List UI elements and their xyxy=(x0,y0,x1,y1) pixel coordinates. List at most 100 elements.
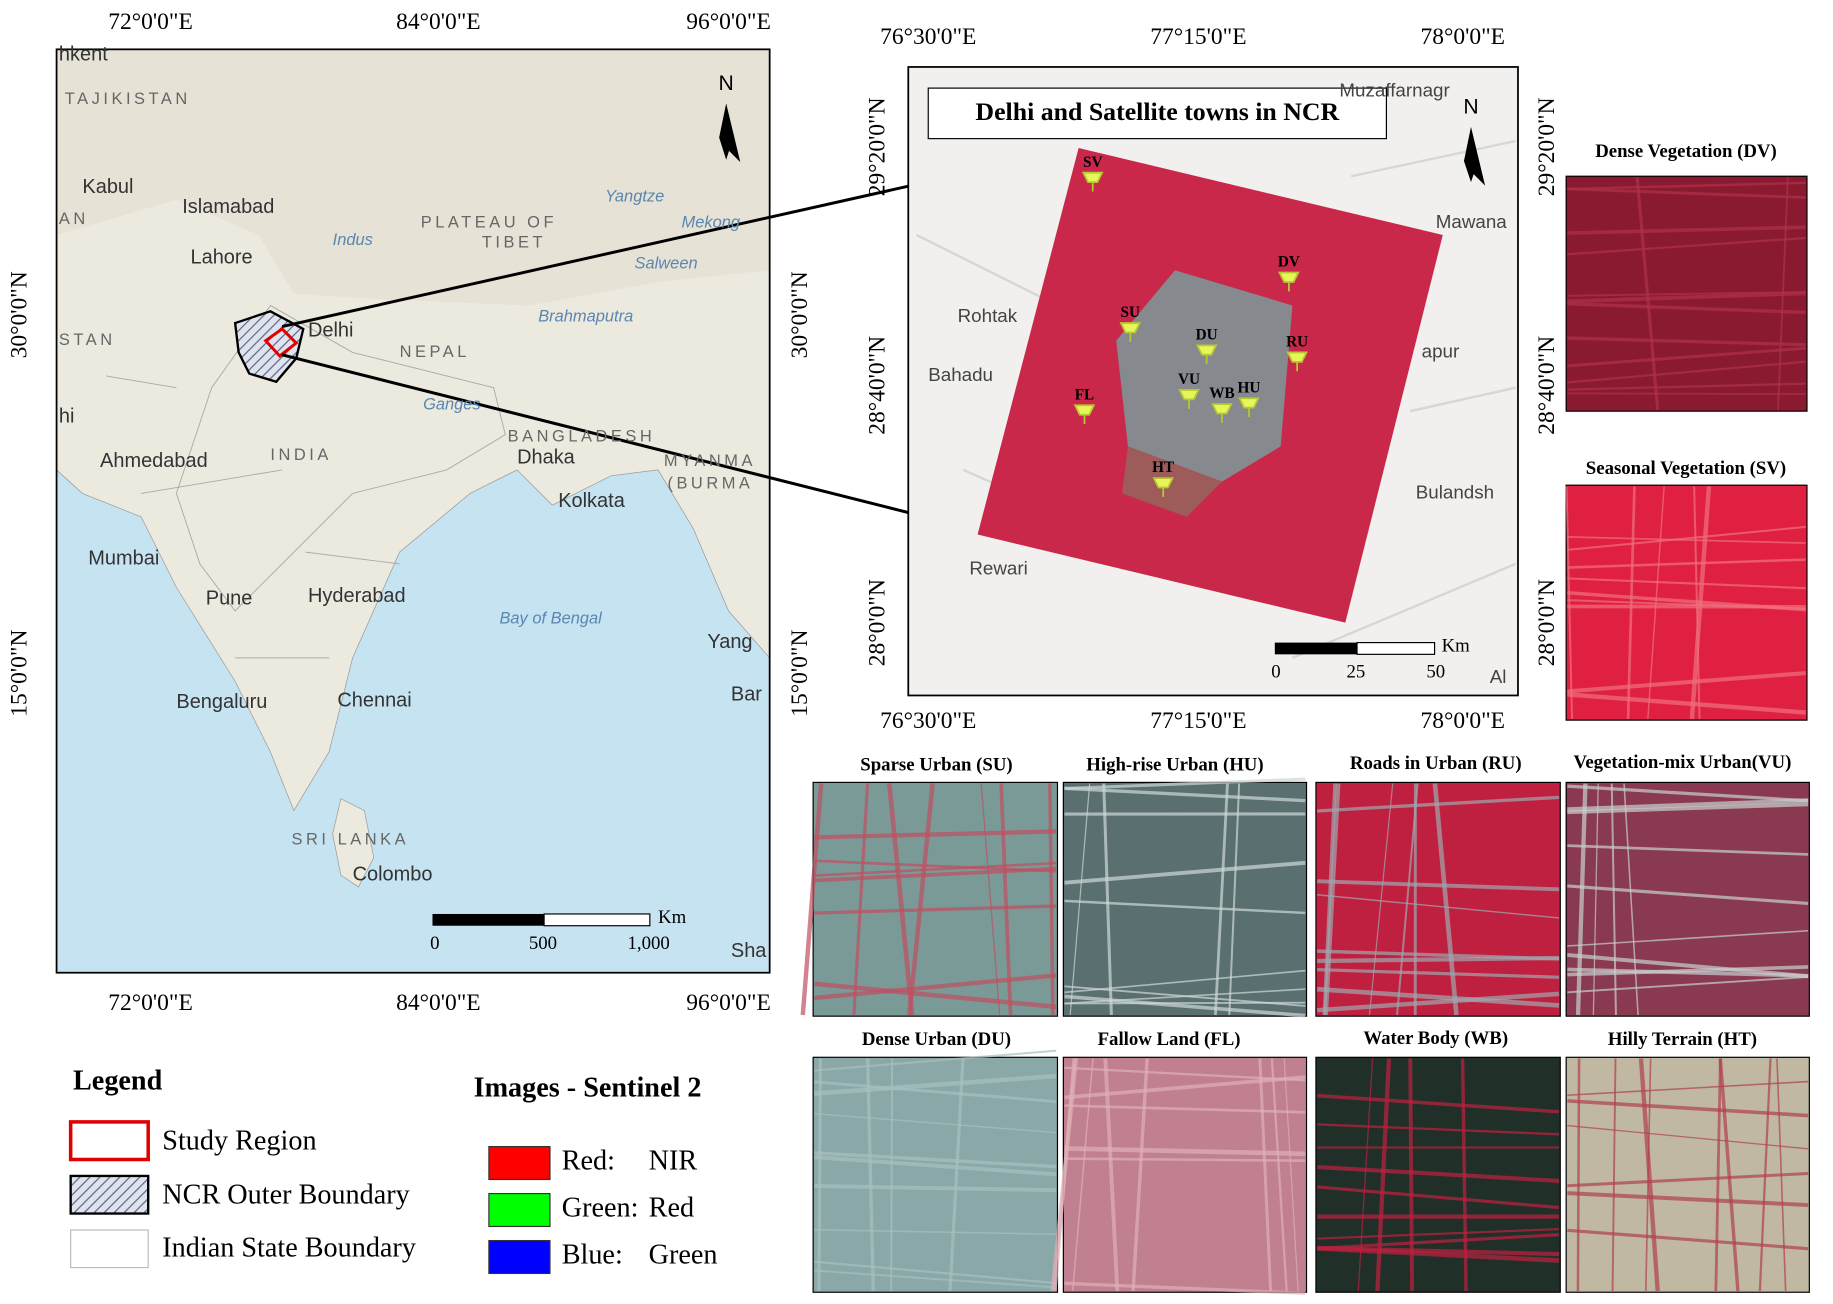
image-texture xyxy=(1567,346,1806,368)
axis-label: 30°0'0"N xyxy=(787,271,813,358)
image-texture xyxy=(800,783,824,1016)
image-texture xyxy=(907,783,935,1016)
image-texture xyxy=(1567,692,1806,715)
image-texture xyxy=(1567,798,1809,812)
image-texture xyxy=(1368,783,1394,1016)
image-texture xyxy=(1064,1001,1306,1005)
place-label: Rohtak xyxy=(958,305,1018,326)
image-texture xyxy=(814,859,1057,873)
image-texture xyxy=(1316,986,1560,1008)
image-texture xyxy=(1567,302,1806,315)
image-texture xyxy=(1258,1058,1273,1292)
place-label: Sha xyxy=(731,940,767,962)
ncr-frame xyxy=(907,66,1519,697)
image-texture xyxy=(1567,965,1809,977)
image-texture xyxy=(1567,558,1806,569)
site-pin xyxy=(1278,271,1300,292)
band-source: Green xyxy=(649,1239,718,1270)
place-label: Bar xyxy=(731,684,762,706)
image-texture xyxy=(1064,777,1306,791)
place-label: Yang xyxy=(707,631,752,653)
image-texture xyxy=(1592,783,1599,1016)
image-texture xyxy=(1317,968,1560,979)
axis-label: 77°15'0"E xyxy=(1150,708,1246,734)
image-texture xyxy=(1064,786,1306,803)
image-texture xyxy=(814,904,1057,915)
place-label: PLATEAU OF xyxy=(421,214,557,232)
image-texture xyxy=(1565,486,1574,719)
image-texture xyxy=(1228,783,1241,1016)
scale-bar xyxy=(1356,642,1436,655)
image-texture xyxy=(1432,783,1459,1016)
band-swatch xyxy=(488,1239,551,1275)
image-texture xyxy=(1050,1058,1079,1292)
place-label: Bulandsh xyxy=(1416,481,1494,502)
site-label: WB xyxy=(1209,385,1234,402)
image-texture xyxy=(1567,1191,1809,1208)
sample-image xyxy=(1565,781,1810,1017)
sample-title: Hilly Terrain (HT) xyxy=(1608,1029,1757,1050)
place-label: BANGLADESH xyxy=(508,427,656,445)
sample-title: High-rise Urban (HU) xyxy=(1086,754,1263,775)
image-texture xyxy=(1317,1245,1560,1257)
image-texture xyxy=(1064,994,1306,1018)
sample-title: Fallow Land (FL) xyxy=(1098,1029,1241,1050)
image-texture xyxy=(1131,1058,1149,1292)
image-texture xyxy=(1316,1093,1560,1114)
image-texture xyxy=(1567,577,1806,590)
image-texture xyxy=(1317,894,1560,919)
scale-bar xyxy=(432,913,545,926)
bands-title: Images - Sentinel 2 xyxy=(474,1073,702,1104)
axis-label: 76°30'0"E xyxy=(880,24,976,50)
image-texture xyxy=(1576,1058,1581,1292)
image-texture xyxy=(814,1228,1057,1236)
place-label: Salween xyxy=(635,255,698,273)
site-label: DV xyxy=(1278,254,1300,271)
scale-unit: Km xyxy=(1442,636,1471,657)
place-label: AN xyxy=(59,210,89,228)
site-label: SU xyxy=(1121,304,1141,321)
image-texture xyxy=(1103,1058,1120,1292)
place-label: Hyderabad xyxy=(308,585,406,607)
image-texture xyxy=(814,829,1057,840)
axis-label: 72°0'0"E xyxy=(108,9,193,35)
axis-label: 30°0'0"N xyxy=(7,271,33,358)
image-texture xyxy=(1064,860,1306,885)
band-source: NIR xyxy=(649,1145,698,1176)
image-texture xyxy=(1064,969,1306,994)
image-texture xyxy=(1567,291,1806,304)
image-texture xyxy=(1567,784,1809,803)
image-texture xyxy=(814,1260,1057,1285)
axis-label: 15°0'0"N xyxy=(787,630,813,717)
ncr-title: Delhi and Satellite towns in NCR xyxy=(975,97,1339,126)
image-texture xyxy=(865,1058,875,1292)
north-arrow xyxy=(719,103,741,163)
axis-label: 28°40'0"N xyxy=(1534,336,1560,435)
image-texture xyxy=(890,1058,894,1292)
axis-label: 76°30'0"E xyxy=(880,708,976,734)
image-texture xyxy=(1357,1058,1374,1292)
site-pin xyxy=(1211,403,1233,423)
image-texture xyxy=(1689,486,1712,720)
scale-tick: 0 xyxy=(1271,661,1280,682)
place-label: Dhaka xyxy=(517,446,576,468)
place-label: Kolkata xyxy=(558,490,625,512)
image-texture xyxy=(1214,783,1229,1016)
place-label: NEPAL xyxy=(400,343,470,361)
place-label: Ganges xyxy=(423,396,481,414)
site-pin xyxy=(1073,404,1096,425)
site-pin xyxy=(1119,322,1142,342)
legend-item: Indian State Boundary xyxy=(162,1232,416,1263)
image-texture xyxy=(1317,949,1560,961)
image-texture xyxy=(1323,783,1341,1016)
sample-image xyxy=(812,1056,1059,1293)
image-texture xyxy=(1714,1058,1722,1292)
image-texture xyxy=(1567,802,1809,815)
image-texture xyxy=(814,1080,1057,1104)
sample-image xyxy=(812,781,1059,1017)
image-texture xyxy=(1071,1058,1094,1292)
place-label: Yangtze xyxy=(605,188,664,206)
north-arrow xyxy=(1463,126,1486,186)
band-swatch xyxy=(488,1192,551,1228)
